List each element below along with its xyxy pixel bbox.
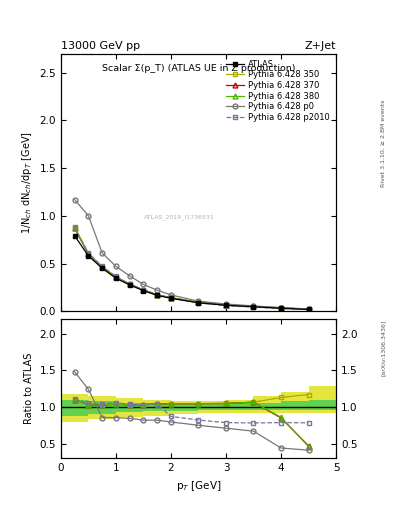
Text: ATLAS_2019_I1736531: ATLAS_2019_I1736531 [144,215,215,220]
Text: Scalar Σ(p_T) (ATLAS UE in Z production): Scalar Σ(p_T) (ATLAS UE in Z production) [102,64,295,73]
Text: [arXiv:1306.3436]: [arXiv:1306.3436] [381,320,386,376]
Text: Z+Jet: Z+Jet [305,41,336,51]
Y-axis label: Ratio to ATLAS: Ratio to ATLAS [24,353,34,424]
Text: Rivet 3.1.10, ≥ 2.8M events: Rivet 3.1.10, ≥ 2.8M events [381,100,386,187]
Text: 13000 GeV pp: 13000 GeV pp [61,41,140,51]
Legend: ATLAS, Pythia 6.428 350, Pythia 6.428 370, Pythia 6.428 380, Pythia 6.428 p0, Py: ATLAS, Pythia 6.428 350, Pythia 6.428 37… [222,56,334,125]
Y-axis label: 1/N$_{ch}$ dN$_{ch}$/dp$_T$ [GeV]: 1/N$_{ch}$ dN$_{ch}$/dp$_T$ [GeV] [20,131,34,234]
X-axis label: p$_T$ [GeV]: p$_T$ [GeV] [176,479,221,493]
